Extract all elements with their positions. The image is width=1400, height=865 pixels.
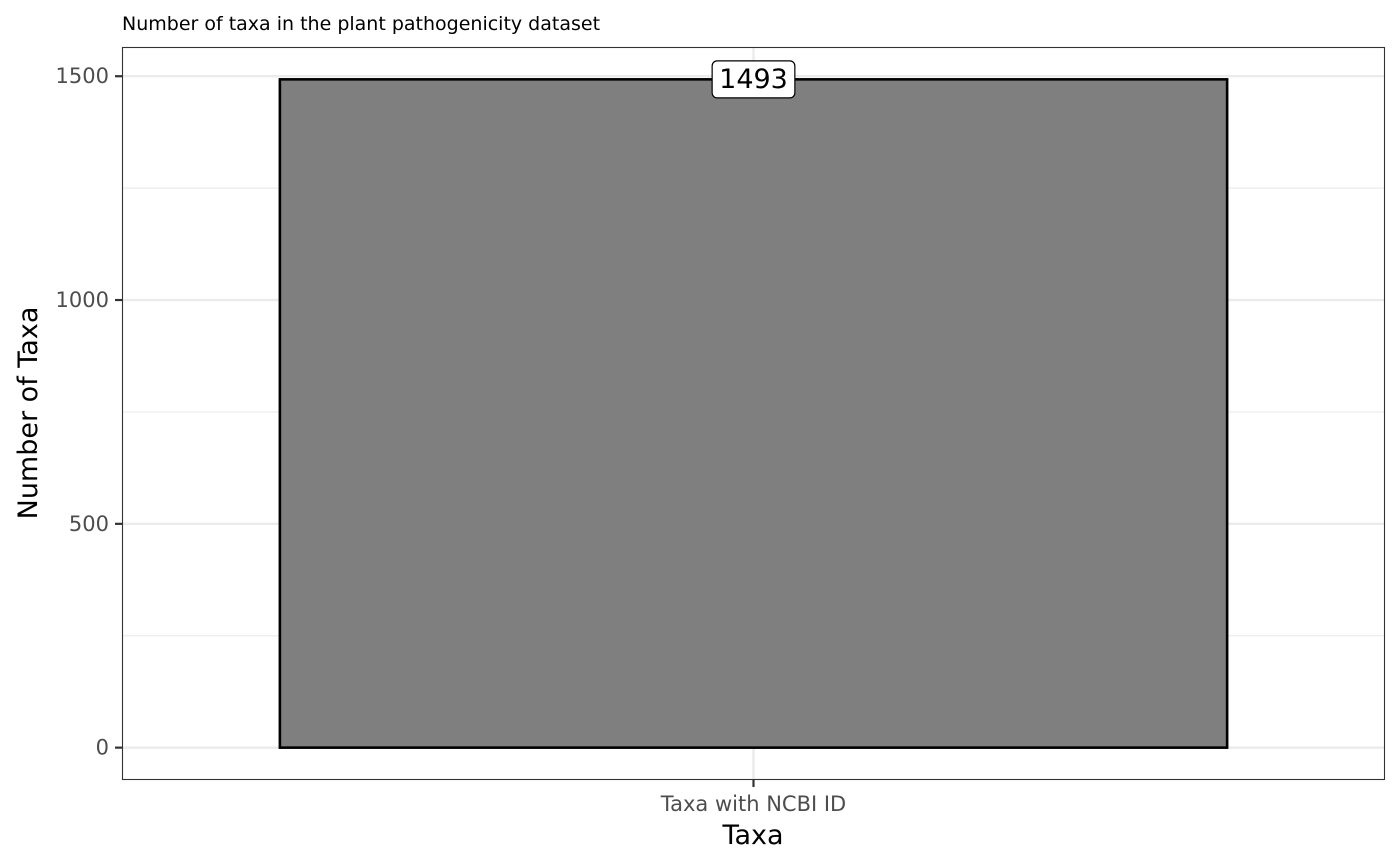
- x-axis-title: Taxa: [721, 820, 783, 851]
- data-label-text: 1493: [719, 64, 788, 95]
- y-axis-title: Number of Taxa: [13, 307, 44, 520]
- x-tick-label: Taxa with NCBI ID: [660, 792, 846, 816]
- bar: [278, 78, 1229, 749]
- y-tick-label: 1500: [56, 64, 109, 88]
- data-label-box: [711, 60, 796, 99]
- y-tick-label: 1000: [56, 288, 109, 312]
- data-label: 1493: [711, 60, 796, 99]
- panel-border: [121, 46, 1386, 781]
- label-layer: 1493: [711, 60, 796, 99]
- axis-layer: 0 500 1000 1500 Taxa with NCBI ID: [56, 64, 847, 816]
- y-tick-label: 500: [69, 512, 109, 536]
- chart-title: Number of taxa in the plant pathogenicit…: [122, 13, 600, 35]
- y-tick-label: 0: [96, 736, 109, 760]
- bar-layer: [278, 78, 1229, 749]
